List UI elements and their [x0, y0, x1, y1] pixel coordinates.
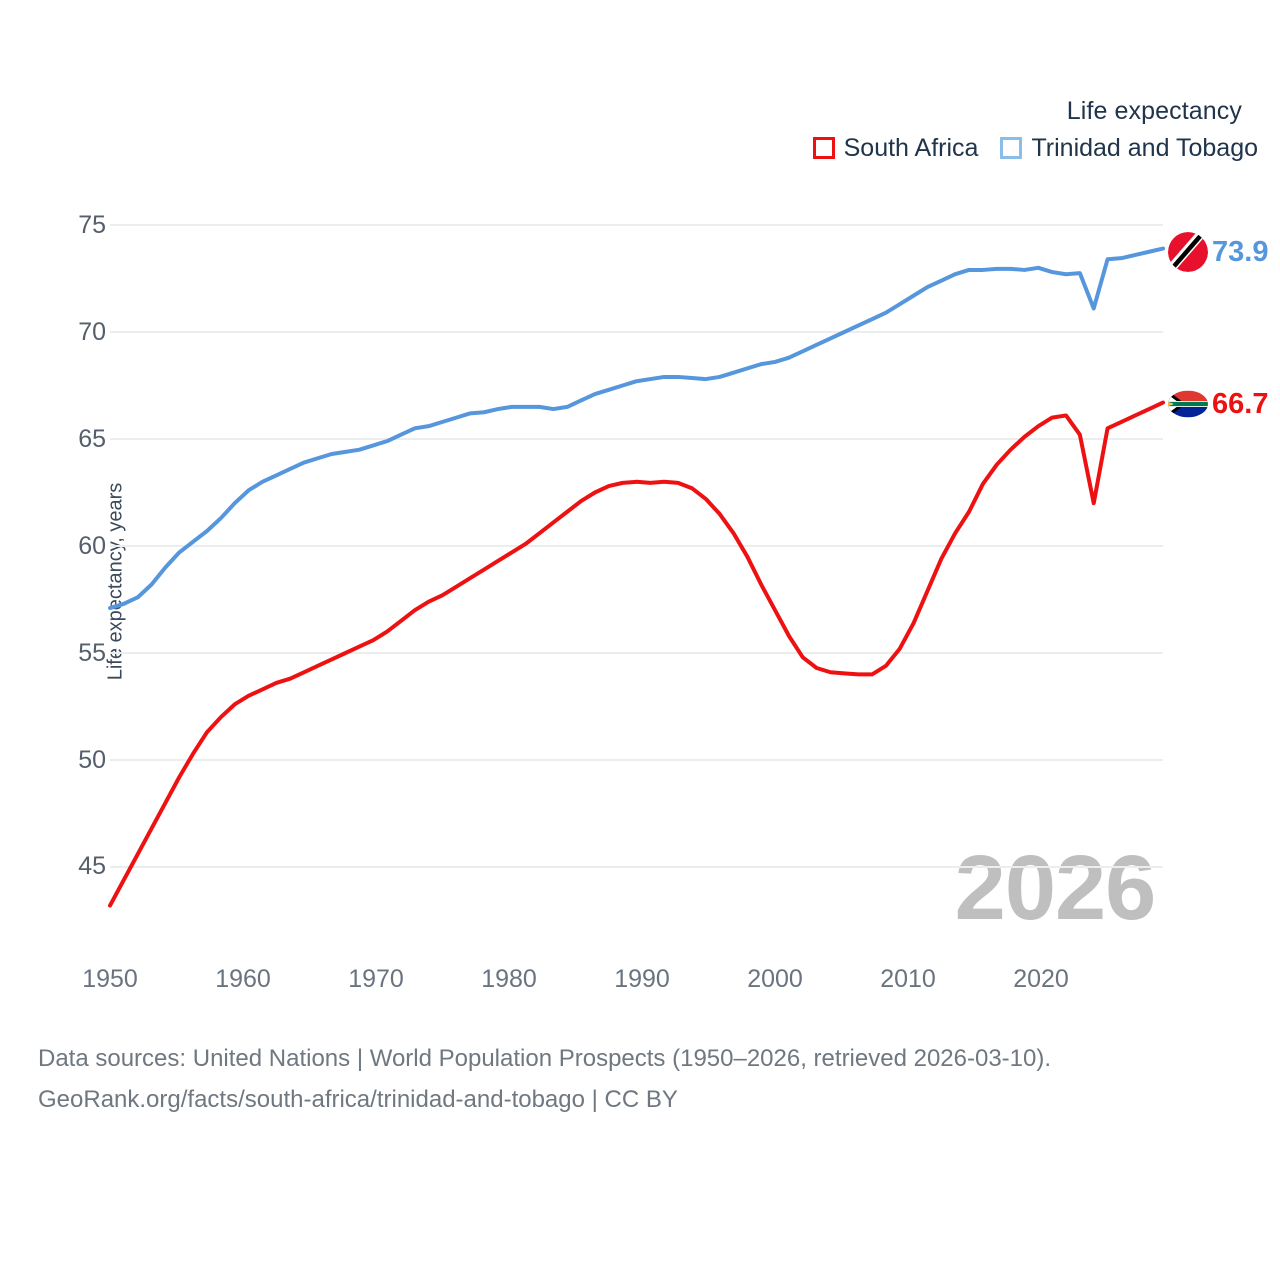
year-watermark: 2026 — [954, 837, 1157, 939]
end-label-south-africa[interactable]: 66.7 — [1168, 384, 1268, 424]
end-label-trinidad-and-tobago[interactable]: 73.9 — [1168, 232, 1268, 272]
south-africa-flag-icon — [1168, 384, 1208, 424]
footer-line-2: GeoRank.org/facts/south-africa/trinidad-… — [38, 1086, 678, 1113]
y-tick-70: 70 — [78, 318, 106, 346]
x-tick-2000: 2000 — [747, 965, 803, 993]
y-tick-65: 65 — [78, 425, 106, 453]
legend-label-south-africa: South Africa — [843, 134, 979, 162]
footer-line-1: Data sources: United Nations | World Pop… — [38, 1045, 1052, 1072]
x-tick-1990: 1990 — [614, 965, 670, 993]
gridlines — [110, 224, 1163, 868]
y-tick-60: 60 — [78, 532, 106, 560]
y-tick-55: 55 — [78, 639, 106, 667]
series-line-south-africa — [108, 400, 1165, 908]
legend-item-south-africa[interactable]: South Africa — [812, 134, 979, 162]
trinidad-and-tobago-flag-icon — [1168, 232, 1208, 272]
x-tick-1950: 1950 — [82, 965, 138, 993]
legend-items: South Africa Trinidad and Tobago — [640, 135, 1260, 161]
legend-title: Life expectancy — [1066, 97, 1242, 125]
end-value-south-africa: 66.7 — [1212, 387, 1269, 420]
legend-swatch-south-africa — [812, 137, 835, 159]
x-tick-1970: 1970 — [348, 965, 404, 993]
legend-swatch-trinidad-and-tobago — [1000, 137, 1023, 159]
chart-legend: Life expectancy South Africa Trinidad an… — [640, 96, 1260, 161]
y-tick-75: 75 — [78, 211, 106, 239]
legend-label-trinidad-and-tobago: Trinidad and Tobago — [1031, 134, 1258, 162]
x-tick-2010: 2010 — [880, 965, 936, 993]
legend-item-trinidad-and-tobago[interactable]: Trinidad and Tobago — [1000, 135, 1258, 161]
x-tick-1960: 1960 — [215, 965, 271, 993]
footer-sources: Data sources: United Nations | World Pop… — [38, 1038, 1238, 1120]
end-value-trinidad-and-tobago: 73.9 — [1212, 235, 1269, 268]
y-tick-50: 50 — [78, 746, 106, 774]
x-tick-1980: 1980 — [481, 965, 537, 993]
x-tick-2020: 2020 — [1013, 965, 1069, 993]
y-tick-45: 45 — [78, 852, 106, 880]
series-line-trinidad-and-tobago — [108, 246, 1165, 611]
